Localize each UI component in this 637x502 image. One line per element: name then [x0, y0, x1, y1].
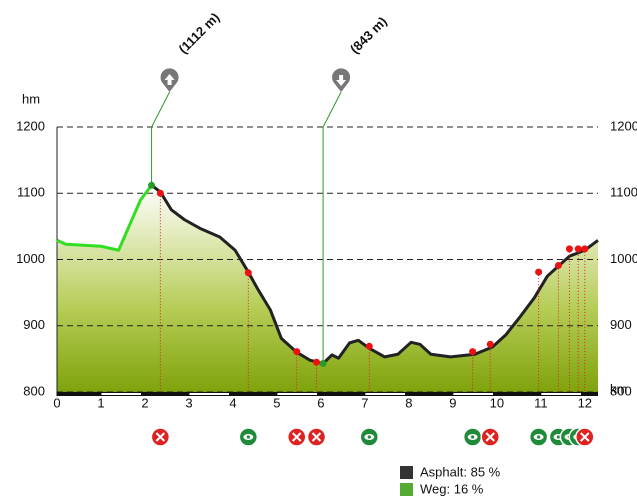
y-tick-label-right: 900 — [610, 317, 632, 332]
y-tick-label-right: 1100 — [610, 185, 637, 200]
poi-point — [469, 348, 477, 356]
surface-bar — [57, 392, 598, 396]
poi-icon — [306, 427, 327, 447]
profile-line — [56, 184, 153, 252]
legend-label: Weg: 16 % — [420, 481, 484, 496]
poi-symbol — [155, 432, 166, 442]
surface-gap — [453, 393, 493, 395]
poi-point — [293, 348, 301, 356]
surface-gap — [189, 393, 229, 395]
annotation-line — [151, 91, 171, 186]
x-tick-label: 2 — [141, 395, 148, 410]
poi-symbol — [580, 432, 590, 442]
poi-symbol — [367, 435, 371, 439]
y-tick-label-right: 1000 — [610, 251, 637, 266]
annotation-text: (1112 m) — [176, 10, 223, 57]
pin-arrow — [164, 74, 175, 85]
x-tick-label: 8 — [405, 395, 412, 410]
poi-point — [244, 269, 252, 277]
poi-icon — [575, 427, 595, 447]
y-axis-label: hm — [22, 91, 40, 106]
pin-arrow — [336, 75, 347, 86]
x-tick-label: 7 — [361, 395, 368, 410]
annotation-point — [319, 360, 327, 368]
profile-area — [57, 185, 598, 392]
x-tick-label: 12 — [578, 395, 592, 410]
annotation-text: (843 m) — [347, 14, 390, 57]
poi-symbol — [556, 435, 561, 439]
poi-point — [313, 358, 321, 366]
poi-symbol — [246, 435, 250, 439]
y-tick-label: 1200 — [16, 118, 45, 133]
poi-point — [486, 340, 494, 348]
surface-gap — [277, 393, 317, 395]
x-tick-label: 0 — [53, 395, 60, 410]
poi-icon — [462, 427, 483, 447]
poi-symbol — [485, 432, 495, 442]
poi-point — [574, 245, 582, 253]
poi-point — [535, 268, 543, 276]
y-tick-label: 1100 — [17, 185, 45, 200]
x-tick-label: 11 — [534, 395, 548, 410]
poi-symbol — [311, 432, 322, 442]
poi-point — [365, 342, 373, 350]
annotation-pin — [332, 68, 351, 92]
x-tick-label: 3 — [185, 395, 192, 410]
annotation-pin — [160, 68, 179, 92]
surface-gap — [101, 393, 141, 395]
poi-icon — [238, 427, 259, 447]
annotation-point — [148, 181, 156, 189]
profile-line — [150, 184, 599, 366]
poi-icon — [359, 427, 380, 447]
annotation-line — [322, 91, 342, 364]
x-tick-label: 9 — [449, 395, 456, 410]
x-tick-label: 1 — [97, 395, 104, 410]
poi-symbol — [471, 435, 475, 439]
surface-gap — [541, 393, 581, 395]
poi-symbol — [537, 435, 541, 439]
x-tick-label: 6 — [317, 395, 324, 410]
poi-icon — [286, 427, 307, 447]
poi-point — [156, 189, 164, 197]
y-tick-label-right: 1200 — [610, 118, 637, 133]
x-tick-label: 10 — [490, 395, 504, 410]
poi-icon — [150, 427, 171, 447]
poi-icon — [480, 427, 500, 447]
x-tick-label: 4 — [229, 395, 236, 410]
y-tick-label: 1000 — [16, 251, 45, 266]
surface-gap — [365, 393, 405, 395]
poi-point — [581, 245, 589, 253]
legend-label: Asphalt: 85 % — [420, 464, 501, 479]
legend-swatch — [400, 483, 413, 496]
legend-swatch — [400, 466, 413, 479]
y-tick-label: 800 — [23, 383, 45, 398]
y-tick-label-right: 800 — [610, 383, 632, 398]
y-tick-label: 900 — [23, 317, 45, 332]
x-axis-label: km — [610, 381, 627, 396]
poi-point — [565, 245, 573, 253]
poi-point — [554, 261, 562, 269]
poi-symbol — [292, 432, 302, 442]
x-tick-label: 5 — [273, 395, 280, 410]
poi-icon — [528, 427, 549, 447]
